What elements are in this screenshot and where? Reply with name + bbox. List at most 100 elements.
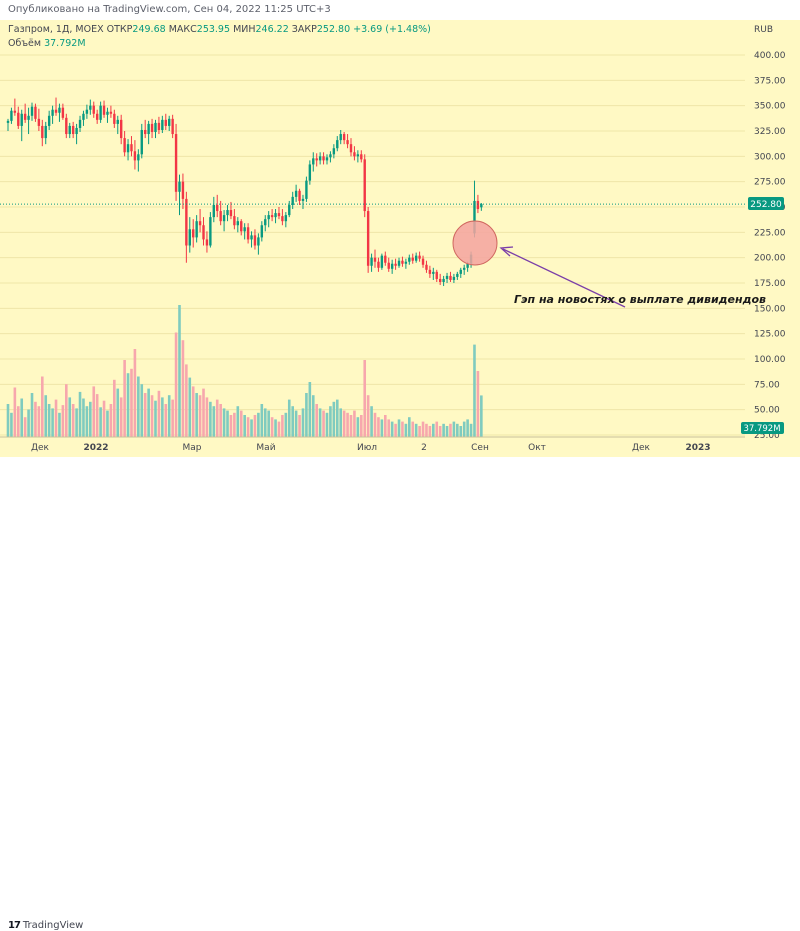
volume-bar — [359, 415, 363, 437]
volume-bar — [65, 384, 68, 437]
volume-bar — [215, 399, 219, 437]
volume-bar — [291, 406, 294, 437]
volume-bar — [54, 399, 58, 437]
candle-body — [37, 118, 41, 126]
candle-body — [171, 118, 174, 135]
candle-body — [377, 261, 380, 268]
volume-bar — [250, 419, 253, 437]
volume-bar — [480, 395, 483, 437]
volume-bar — [332, 401, 336, 437]
candle-body — [267, 215, 270, 220]
volume-bar — [435, 421, 439, 437]
candle-body — [82, 113, 85, 120]
volume-legend: Объём 37.792M — [8, 38, 86, 49]
symbol-name: Газпром, 1Д, MOEX — [8, 24, 104, 35]
volume-bar — [23, 417, 27, 437]
volume-bar — [425, 423, 428, 437]
candle-body — [473, 200, 476, 234]
volume-bar — [71, 404, 75, 437]
candle-body — [260, 225, 264, 238]
volume-bar — [469, 423, 473, 437]
volume-bar — [408, 417, 411, 437]
last-price-tag: 252.80 — [748, 197, 784, 210]
volume-bar — [411, 421, 415, 437]
volume-bar — [205, 397, 209, 437]
candle-body — [116, 119, 119, 124]
candle-body — [432, 271, 435, 274]
candle-body — [109, 111, 113, 114]
volume-bar — [85, 406, 89, 437]
annotation-text: Гэп на новостях о выплате дивидендов — [514, 293, 767, 306]
candle-body — [106, 111, 109, 115]
candle-body — [329, 154, 332, 158]
candle-body — [418, 255, 421, 259]
candle-body — [164, 119, 167, 126]
volume-bar — [10, 412, 13, 437]
volume-bar — [178, 305, 181, 437]
tradingview-logo[interactable]: 17 TradingView — [8, 920, 83, 931]
volume-bar — [473, 344, 476, 437]
gap-highlight-circle — [452, 220, 498, 266]
y-tick-label: 75.00 — [754, 380, 780, 390]
candle-body — [47, 115, 51, 126]
published-caption: Опубликовано на TradingView.com, Сен 04,… — [8, 4, 331, 15]
volume-bar — [185, 364, 188, 437]
volume-bar — [30, 393, 34, 437]
volume-bar — [119, 397, 123, 437]
volume-bar — [123, 360, 126, 437]
volume-bar — [44, 395, 48, 437]
candle-body — [336, 140, 339, 149]
volume-bar — [164, 404, 168, 437]
candle-body — [339, 134, 342, 141]
candle-body — [119, 119, 123, 139]
volume-bar — [281, 415, 284, 437]
high-value: 253.95 — [196, 24, 231, 35]
candle-body — [51, 109, 54, 116]
candle-body — [219, 211, 222, 222]
candle-body — [466, 263, 469, 268]
volume-bar — [75, 408, 78, 437]
candle-body — [133, 151, 137, 161]
volume-bar — [308, 382, 312, 437]
volume-bar — [267, 410, 270, 437]
candle-body — [222, 215, 226, 222]
volume-bar — [311, 395, 315, 437]
volume-bar — [219, 404, 222, 437]
volume-bar — [233, 412, 236, 437]
candle-body — [404, 261, 408, 264]
candle-body — [44, 125, 47, 139]
candle-body — [332, 148, 336, 155]
candle-body — [301, 198, 305, 201]
y-tick-label: 375.00 — [754, 76, 786, 86]
volume-bar — [387, 419, 391, 437]
candle-body — [298, 190, 301, 201]
volume-bar — [95, 394, 99, 437]
candle-body — [294, 190, 298, 197]
volume-bar — [349, 415, 353, 437]
candle-body — [130, 144, 133, 152]
candle-body — [456, 273, 459, 277]
volume-bar — [404, 423, 408, 437]
volume-bar — [34, 401, 37, 437]
volume-bar — [27, 409, 30, 437]
volume-bar — [315, 404, 318, 437]
candlestick-chart[interactable]: 400.00 375.00 350.00 325.00 300.00 275.00 2 50.… — [0, 20, 800, 457]
candle-body — [233, 216, 236, 226]
candle-body — [41, 125, 44, 139]
volume-bar — [342, 410, 346, 437]
volume-bar — [209, 401, 212, 437]
volume-bar — [157, 390, 161, 437]
candle-body — [342, 134, 346, 141]
volume-bar — [356, 417, 360, 437]
volume-bar — [236, 406, 240, 437]
volume-bar — [150, 395, 154, 437]
candle-body — [150, 123, 154, 133]
candle-body — [346, 140, 349, 145]
header-bar: Опубликовано на TradingView.com, Сен 04,… — [0, 0, 800, 20]
candle-body — [174, 134, 178, 192]
volume-bar — [133, 349, 137, 437]
candle-body — [363, 159, 366, 212]
x-tick-label: Дек — [31, 443, 50, 453]
last-price-tag-bg — [748, 197, 784, 210]
currency-label: RUB — [754, 25, 774, 35]
